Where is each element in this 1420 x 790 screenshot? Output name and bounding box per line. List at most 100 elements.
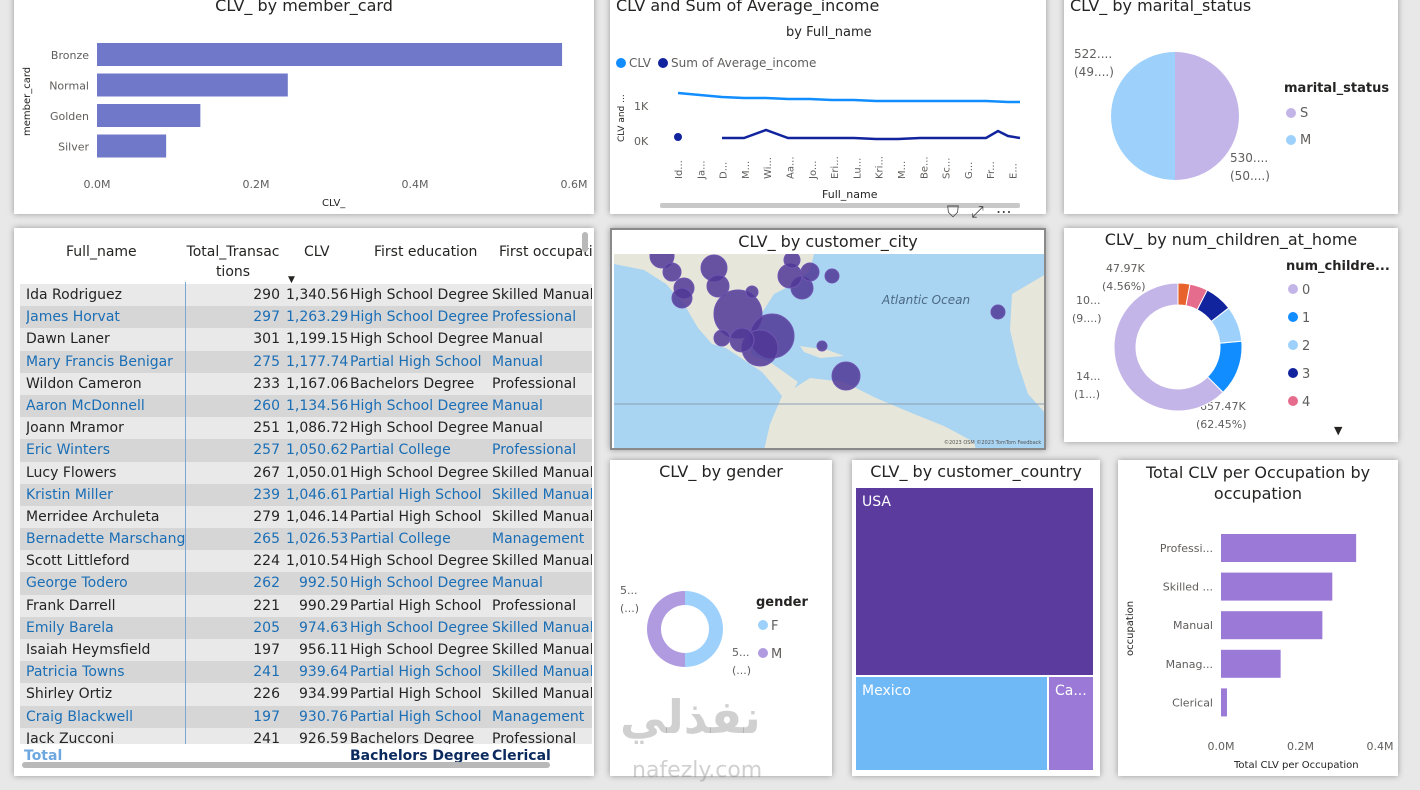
table-row[interactable]: Frank Darrell 221 990.29 Partial High Schoo… (20, 594, 592, 617)
col-header-full-name[interactable]: Full_name (66, 244, 137, 260)
city-bubble[interactable] (990, 304, 1006, 320)
occupation-bar-chart[interactable]: occupation Total CLV per Occupation Prof… (1118, 460, 1398, 776)
children-chart-card[interactable]: CLV_ by num_children_at_home 47.97K (4.5… (1064, 228, 1398, 442)
city-bubble[interactable] (706, 274, 730, 298)
member-card-bar-chart[interactable]: member_card CLV_ Bronze Normal Golden Silve… (14, 0, 594, 214)
table-row[interactable]: Wildon Cameron 233 1,167.06 Bachelors Degre… (20, 372, 592, 395)
city-bubble[interactable] (816, 340, 828, 352)
member-card-chart-card[interactable]: CLV_ by member_card member_card CLV_ Bro… (14, 0, 594, 214)
cell-clv: 1,340.56 (286, 287, 348, 303)
table-horizontal-scrollbar[interactable] (22, 762, 550, 768)
city-bubble[interactable] (824, 268, 840, 284)
marital-legend-s[interactable]: S (1300, 106, 1308, 121)
col-header-clv[interactable]: CLV (304, 244, 330, 260)
occupation-bar[interactable] (1221, 649, 1281, 678)
children-legend-item[interactable]: 3 (1302, 367, 1310, 382)
member-card-bar[interactable] (97, 73, 288, 97)
marital-legend-m[interactable]: M (1300, 133, 1311, 148)
table-row[interactable]: George Todero 262 992.50 High School Degree… (20, 572, 592, 595)
col-header-total-transactions[interactable]: Total_Transac tions (186, 244, 280, 280)
country-treemap-card[interactable]: CLV_ by customer_country USA Mexico Ca..… (852, 460, 1100, 776)
marital-slice-s[interactable] (1175, 52, 1239, 180)
income-line-chart[interactable]: by Full_name CLV Sum of Average_income C… (610, 0, 1046, 214)
occupation-bar[interactable] (1221, 688, 1227, 717)
cell-first-occupation: Professional (492, 375, 577, 392)
table-row[interactable]: Joann Mramor 251 1,086.72 High School Degre… (20, 417, 592, 440)
gender-donut-chart[interactable]: 5... (...) 5... (...) gender F M (610, 460, 832, 776)
city-bubble[interactable] (800, 262, 820, 282)
children-legend-item[interactable]: 0 (1302, 283, 1310, 298)
occupation-bar[interactable] (1221, 534, 1357, 562)
gender-legend-m[interactable]: M (771, 647, 782, 662)
children-legend-item[interactable]: 2 (1302, 339, 1310, 354)
table-row[interactable]: Isaiah Heymsfield 197 956.11 High School De… (20, 639, 592, 662)
occupation-bar[interactable] (1221, 572, 1333, 601)
city-bubbles[interactable] (649, 254, 1006, 391)
filter-icon[interactable]: ⛉ (947, 202, 960, 221)
children-slice-5[interactable] (1177, 282, 1191, 307)
table-row[interactable]: Dawn Laner 301 1,199.15 High School Degree M… (20, 328, 592, 351)
cell-total-transactions: 233 (253, 375, 280, 392)
table-vertical-scrollbar[interactable] (582, 232, 588, 252)
table-row[interactable]: Mary Francis Benigar 275 1,177.74 Partial H… (20, 350, 592, 373)
col-header-first-education[interactable]: First education (374, 244, 478, 260)
city-bubble[interactable] (662, 262, 682, 282)
marital-status-pie[interactable]: 522.... (49....) 530.... (50....) marita… (1064, 0, 1398, 214)
income-line-chart-card[interactable]: CLV and Sum of Average_income by Full_na… (610, 0, 1046, 214)
treemap-tile-usa[interactable]: USA (856, 488, 1093, 675)
legend-scroll-down-icon[interactable]: ▼ (1334, 424, 1343, 437)
city-bubble-map[interactable]: Atlantic Ocean ©2023 OSM ©2023 TomTom Fe… (614, 254, 1046, 450)
table-row[interactable]: Craig Blackwell 197 930.76 Partial High Sch… (20, 705, 592, 728)
marital-status-chart-card[interactable]: CLV_ by marital_status 522.... (49....) … (1064, 0, 1398, 214)
cell-first-education: Partial High School (350, 597, 482, 614)
member-card-bar[interactable] (97, 43, 563, 66)
cell-total-transactions: 221 (253, 597, 280, 614)
children-donut-chart[interactable]: 47.97K (4.56%) 10... (9....) 14... (1...… (1064, 228, 1398, 442)
more-options-icon[interactable]: ⋯ (995, 202, 1012, 221)
table-row[interactable]: Ida Rodriguez 290 1,340.56 High School Degr… (20, 284, 592, 307)
cell-full-name: Lucy Flowers (26, 464, 117, 481)
occupation-bar[interactable] (1221, 611, 1323, 640)
occupation-x-axis-title: Total CLV per Occupation (1233, 760, 1359, 771)
table-row[interactable]: James Horvat 297 1,263.29 High School Degre… (20, 306, 592, 329)
city-bubble[interactable] (671, 287, 693, 309)
table-row[interactable]: Aaron McDonnell 260 1,134.56 High School De… (20, 394, 592, 418)
occupation-chart-card[interactable]: Total CLV per Occupation by occupation o… (1118, 460, 1398, 776)
gender-slice-f[interactable] (685, 591, 723, 667)
table-row[interactable]: Emily Barela 205 974.63 High School Degree S… (20, 616, 592, 639)
cell-first-education: Partial College (350, 531, 451, 548)
gender-chart-card[interactable]: CLV_ by gender 5... (...) 5... (...) gen… (610, 460, 832, 776)
city-bubble[interactable] (783, 254, 801, 269)
gender-slice-m[interactable] (647, 591, 685, 667)
table-row[interactable]: Merridee Archuleta 279 1,046.14 Partial Hig… (20, 505, 592, 529)
treemap-tile-mexico[interactable]: Mexico (856, 677, 1047, 770)
income-chart-scrollbar[interactable] (660, 203, 1020, 208)
table-row[interactable]: Shirley Ortiz 226 934.99 Partial High Schoo… (20, 683, 592, 706)
marital-slice-m[interactable] (1111, 52, 1175, 180)
city-bubble[interactable] (729, 327, 755, 353)
table-row[interactable]: Lucy Flowers 267 1,050.01 High School Degre… (20, 461, 592, 484)
table-row[interactable]: Kristin Miller 239 1,046.61 Partial High Sc… (20, 483, 592, 506)
city-bubble[interactable] (745, 285, 759, 299)
col-header-first-occupation[interactable]: First occupati (499, 244, 592, 260)
cell-clv: 1,050.62 (286, 442, 348, 459)
table-row[interactable]: Scott Littleford 224 1,010.54 High School D… (20, 550, 592, 573)
city-map-card[interactable]: CLV_ by customer_city Atlantic Ocean ©20… (610, 228, 1046, 450)
children-legend-item[interactable]: 1 (1302, 311, 1310, 326)
customer-table[interactable]: Full_name Total_Transac tions CLV ▼ Firs… (20, 228, 592, 776)
focus-mode-icon[interactable]: ⤢ (971, 202, 984, 221)
customer-table-card[interactable]: Full_name Total_Transac tions CLV ▼ Firs… (14, 228, 594, 776)
city-bubble[interactable] (713, 329, 731, 347)
table-row[interactable]: Patricia Towns 241 939.64 Partial High Scho… (20, 661, 592, 684)
children-legend-item[interactable]: 4 (1302, 395, 1310, 410)
table-row[interactable]: Bernadette Marschang 265 1,026.53 Partial C… (20, 528, 592, 551)
treemap-tile-canada[interactable]: Ca... (1049, 677, 1093, 770)
member-card-bar[interactable] (97, 134, 167, 158)
member-card-bar[interactable] (97, 104, 201, 127)
sort-desc-icon[interactable]: ▼ (288, 275, 295, 285)
cell-full-name: Eric Winters (26, 442, 111, 459)
gender-legend-f[interactable]: F (771, 619, 778, 634)
city-bubble[interactable] (831, 361, 861, 391)
table-row[interactable]: Eric Winters 257 1,050.62 Partial College Pr… (20, 439, 592, 462)
children-slice-0[interactable] (1113, 282, 1224, 412)
